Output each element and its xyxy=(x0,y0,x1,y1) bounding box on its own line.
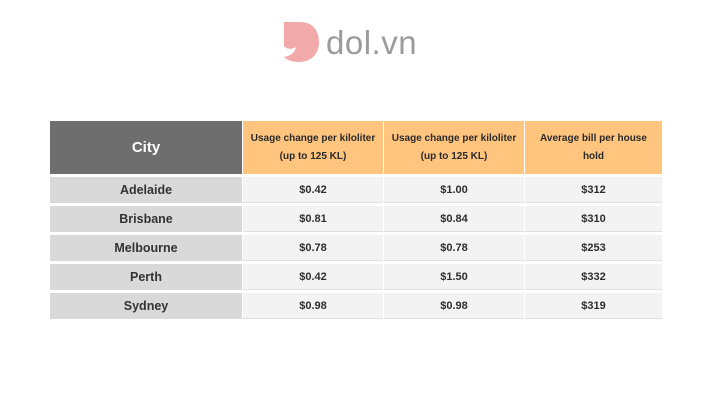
cell-value: $0.42 xyxy=(243,264,383,290)
row-city-adelaide: Adelaide xyxy=(50,177,242,203)
row-city-melbourne: Melbourne xyxy=(50,235,242,261)
brand-logo: dol.vn xyxy=(280,20,417,64)
cell-value: $0.78 xyxy=(243,235,383,261)
cell-value: $0.78 xyxy=(384,235,524,261)
header-usage-change-1: Usage change per kiloliter (up to 125 KL… xyxy=(243,121,383,174)
row-city-perth: Perth xyxy=(50,264,242,290)
header-average-bill: Average bill per house hold xyxy=(525,121,662,174)
cell-value: $1.50 xyxy=(384,264,524,290)
cell-value: $319 xyxy=(525,293,662,319)
cell-value: $253 xyxy=(525,235,662,261)
cell-value: $0.42 xyxy=(243,177,383,203)
cell-value: $0.98 xyxy=(243,293,383,319)
cell-value: $0.81 xyxy=(243,206,383,232)
data-table: City Usage change per kiloliter (up to 1… xyxy=(50,121,662,322)
cell-value: $0.84 xyxy=(384,206,524,232)
cell-value: $332 xyxy=(525,264,662,290)
cell-value: $1.00 xyxy=(384,177,524,203)
header-usage-change-2: Usage change per kiloliter (up to 125 KL… xyxy=(384,121,524,174)
logo-text: dol.vn xyxy=(326,23,418,61)
header-city: City xyxy=(50,121,242,174)
cell-value: $0.98 xyxy=(384,293,524,319)
row-city-sydney: Sydney xyxy=(50,293,242,319)
dol-logo-icon xyxy=(284,22,319,62)
cell-value: $310 xyxy=(525,206,662,232)
cell-value: $312 xyxy=(525,177,662,203)
row-city-brisbane: Brisbane xyxy=(50,206,242,232)
